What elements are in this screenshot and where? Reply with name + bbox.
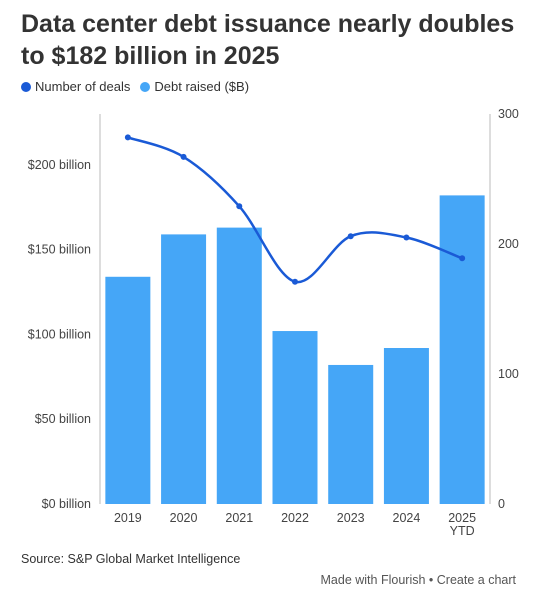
- point-number-of-deals[interactable]: [292, 278, 298, 285]
- bar-debt-raised[interactable]: [216, 227, 262, 504]
- legend-swatch-number-of-deals: [21, 82, 31, 92]
- legend-swatch-debt-raised: [140, 82, 151, 92]
- x-axis-tick-sublabel: YTD: [450, 524, 475, 538]
- bar-debt-raised[interactable]: [272, 331, 318, 504]
- x-axis-tick-label: 2022: [281, 511, 309, 525]
- bar-debt-raised[interactable]: [328, 364, 374, 504]
- legend-item-debt-raised[interactable]: Debt raised ($B): [140, 79, 249, 95]
- right-axis-tick-label: 100: [498, 367, 519, 381]
- left-axis-tick-label: $100 billion: [28, 327, 91, 341]
- point-number-of-deals[interactable]: [180, 153, 187, 160]
- legend: Number of deals Debt raised ($B): [21, 79, 249, 95]
- legend-label-number-of-deals: Number of deals: [35, 79, 131, 94]
- point-number-of-deals[interactable]: [124, 134, 131, 141]
- x-axis-tick-label: 2023: [337, 511, 365, 525]
- bar-debt-raised[interactable]: [383, 348, 429, 504]
- left-axis-tick-label: $0 billion: [42, 497, 91, 511]
- bar-debt-raised[interactable]: [439, 195, 485, 504]
- point-number-of-deals[interactable]: [236, 203, 243, 210]
- right-axis-tick-label: 0: [498, 497, 505, 511]
- point-number-of-deals[interactable]: [403, 234, 410, 241]
- bar-debt-raised[interactable]: [161, 234, 207, 505]
- footer-separator: •: [428, 573, 434, 587]
- point-number-of-deals[interactable]: [459, 255, 466, 262]
- x-axis-tick-label: 2025: [448, 511, 476, 525]
- chart-title: Data center debt issuance nearly doubles…: [21, 10, 515, 70]
- legend-item-number-of-deals[interactable]: Number of deals: [21, 79, 130, 95]
- x-axis-tick-label: 2019: [114, 511, 142, 525]
- made-with-flourish-link[interactable]: Made with Flourish: [320, 573, 426, 587]
- bar-debt-raised[interactable]: [105, 276, 151, 504]
- create-chart-link[interactable]: Create a chart: [436, 573, 516, 587]
- footer: Made with Flourish • Create a chart: [321, 573, 516, 587]
- source-note: Source: S&P Global Market Intelligence: [21, 552, 241, 566]
- x-axis-tick-label: 2024: [393, 511, 421, 525]
- right-axis-tick-label: 200: [498, 237, 519, 251]
- x-axis-tick-label: 2021: [225, 511, 253, 525]
- legend-label-debt-raised: Debt raised ($B): [154, 79, 250, 94]
- left-axis-tick-label: $150 billion: [28, 243, 91, 257]
- x-axis-tick-label: 2020: [170, 511, 198, 525]
- chart-plot: $0 billion $50 billion $100 billion $150 bi…: [28, 107, 519, 538]
- left-axis-tick-label: $50 billion: [35, 412, 91, 426]
- point-number-of-deals[interactable]: [347, 233, 354, 240]
- left-axis-tick-label: $200 billion: [28, 158, 91, 172]
- right-axis-tick-label: 300: [498, 107, 519, 121]
